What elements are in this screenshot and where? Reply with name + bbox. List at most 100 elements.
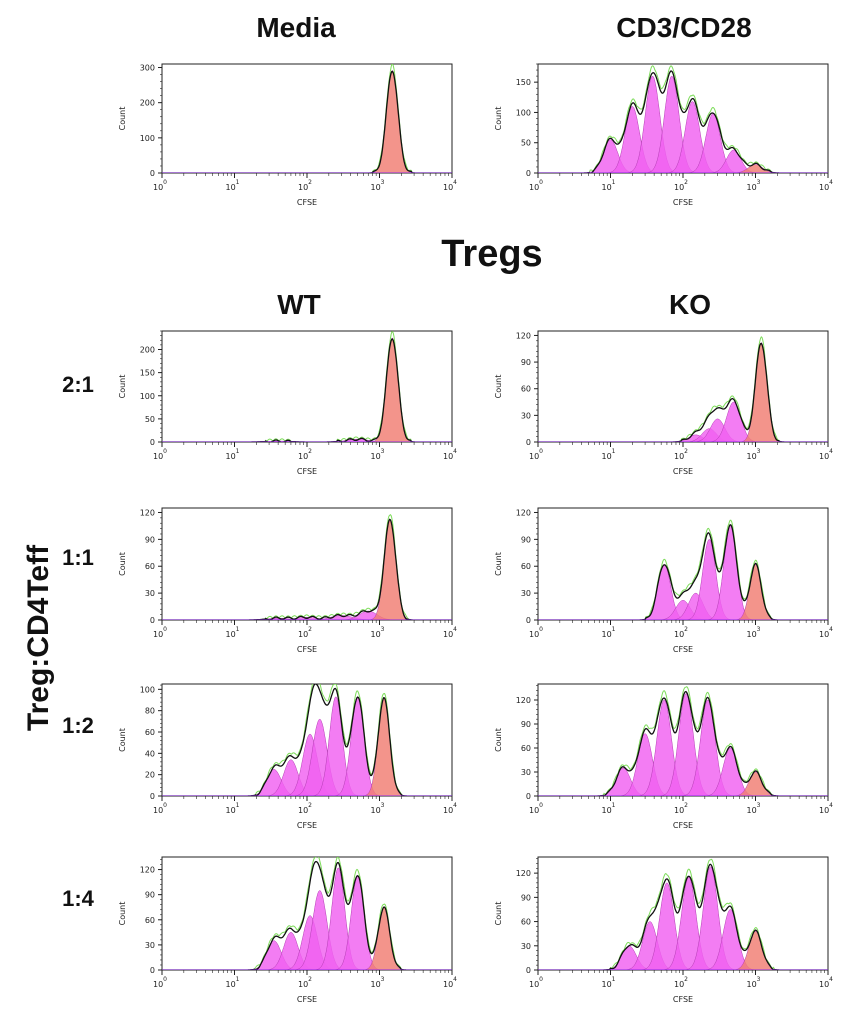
ytick-label-ko-1-2-0: 0 bbox=[526, 792, 531, 801]
y-axis-title-ko-1-4: Count bbox=[494, 902, 503, 926]
panel-ko-1-4: 0 30 60 90 120 100 101 102 103 104 CFSE Count bbox=[494, 856, 833, 1004]
ytick-label-wt-1-4-60: 60 bbox=[145, 916, 155, 925]
y-axis-title-wt-2-1: Count bbox=[118, 375, 127, 399]
ytick-label-ko-2-1-60: 60 bbox=[521, 385, 531, 394]
xtick-label-ko-2-1-1e4: 104 bbox=[819, 448, 833, 461]
panel-cd3-cd28: 0 50 100 150 100 101 102 103 104 CFSE Count bbox=[494, 63, 833, 207]
ytick-label-wt-1-2-40: 40 bbox=[145, 749, 155, 758]
histogram-panels: 0100200300100101102103104CFSECount050100… bbox=[118, 63, 833, 1004]
xtick-label-media-1e1: 101 bbox=[225, 179, 239, 192]
fit-curve-ko-1-2 bbox=[538, 686, 828, 796]
ytick-label-ko-1-4-60: 60 bbox=[521, 918, 531, 927]
xtick-label-wt-1-2-1e1: 101 bbox=[225, 802, 239, 815]
ytick-label-wt-1-1-60: 60 bbox=[145, 562, 155, 571]
ytick-label-media-0: 0 bbox=[150, 169, 155, 178]
xtick-label-wt-2-1-1e0: 100 bbox=[153, 448, 167, 461]
panel-ko-2-1: 0 30 60 90 120 100 101 102 103 104 CFSE Count bbox=[494, 330, 833, 476]
x-axis-title-ko-2-1: CFSE bbox=[673, 467, 693, 476]
xtick-label-ko-1-1-1e2: 102 bbox=[674, 626, 688, 639]
xtick-label-wt-1-1-1e0: 100 bbox=[153, 626, 167, 639]
ytick-label-ko-2-1-90: 90 bbox=[521, 358, 531, 367]
xtick-label-ko-1-4-1e4: 104 bbox=[819, 976, 833, 989]
ytick-label-media-200: 200 bbox=[140, 99, 155, 108]
ytick-label-wt-2-1-200: 200 bbox=[140, 346, 155, 355]
ytick-label-wt-1-2-0: 0 bbox=[150, 792, 155, 801]
xtick-label-ko-2-1-1e2: 102 bbox=[674, 448, 688, 461]
xtick-label-wt-1-4-1e2: 102 bbox=[298, 976, 312, 989]
xtick-label-wt-1-4-1e4: 104 bbox=[443, 976, 457, 989]
panel-ko-1-1: 0 30 60 90 120 100 101 102 103 104 CFSE Count bbox=[494, 507, 833, 654]
ytick-label-ko-1-1-30: 30 bbox=[521, 589, 531, 598]
data-curve-media bbox=[162, 70, 452, 173]
x-axis-title-ko-1-4: CFSE bbox=[673, 995, 693, 1004]
x-axis-title-media: CFSE bbox=[297, 198, 317, 207]
y-axis-title-media: Count bbox=[118, 107, 127, 131]
ytick-label-cd3-cd28-150: 150 bbox=[516, 78, 531, 87]
ytick-label-wt-1-2-80: 80 bbox=[145, 707, 155, 716]
xtick-label-ko-1-1-1e4: 104 bbox=[819, 626, 833, 639]
ytick-label-ko-2-1-0: 0 bbox=[526, 438, 531, 447]
plot-area-cd3-cd28 bbox=[538, 65, 828, 173]
ytick-label-wt-2-1-0: 0 bbox=[150, 438, 155, 447]
plot-frame-media bbox=[161, 63, 453, 174]
xtick-label-ko-1-1-1e3: 103 bbox=[746, 626, 760, 639]
xtick-label-ko-1-2-1e1: 101 bbox=[601, 802, 615, 815]
data-curve-ko-2-1 bbox=[538, 342, 828, 442]
xtick-label-ko-1-2-1e0: 100 bbox=[529, 802, 543, 815]
xtick-label-ko-1-4-1e2: 102 bbox=[674, 976, 688, 989]
plot-area-ko-1-4 bbox=[538, 858, 828, 970]
panel-wt-2-1: 0 50 100 150 200 100 101 102 103 104 CFSE Count bbox=[118, 330, 457, 476]
x-axis-title-ko-1-1: CFSE bbox=[673, 645, 693, 654]
xtick-label-ko-1-4-1e3: 103 bbox=[746, 976, 760, 989]
ytick-label-wt-2-1-150: 150 bbox=[140, 369, 155, 378]
xtick-label-cd3-cd28-1e0: 100 bbox=[529, 179, 543, 192]
ytick-label-ko-1-1-90: 90 bbox=[521, 535, 531, 544]
x-axis-title-cd3-cd28: CFSE bbox=[673, 198, 693, 207]
y-axis-title-wt-1-2: Count bbox=[118, 728, 127, 752]
x-axis-title-wt-2-1: CFSE bbox=[297, 467, 317, 476]
col-header-ko: KO bbox=[669, 289, 711, 320]
plot-area-wt-1-1 bbox=[162, 513, 452, 620]
plot-area-wt-1-4 bbox=[162, 857, 452, 970]
xtick-label-media-1e3: 103 bbox=[370, 179, 384, 192]
fit-curve-wt-1-1 bbox=[162, 513, 452, 620]
xtick-label-ko-2-1-1e1: 101 bbox=[601, 448, 615, 461]
ytick-label-ko-1-1-60: 60 bbox=[521, 562, 531, 571]
col-header-cd3-cd28: CD3/CD28 bbox=[616, 12, 751, 43]
ytick-label-ko-1-4-120: 120 bbox=[516, 869, 531, 878]
xtick-label-media-1e2: 102 bbox=[298, 179, 312, 192]
xtick-label-ko-2-1-1e0: 100 bbox=[529, 448, 543, 461]
xtick-label-wt-1-2-1e2: 102 bbox=[298, 802, 312, 815]
panel-wt-1-4: 0 30 60 90 120 100 101 102 103 104 CFSE Count bbox=[118, 856, 457, 1004]
ytick-label-ko-1-2-60: 60 bbox=[521, 744, 531, 753]
ytick-label-ko-1-1-0: 0 bbox=[526, 616, 531, 625]
xtick-label-wt-2-1-1e2: 102 bbox=[298, 448, 312, 461]
x-axis-title-wt-1-2: CFSE bbox=[297, 821, 317, 830]
xtick-label-wt-1-1-1e4: 104 bbox=[443, 626, 457, 639]
xtick-label-wt-1-4-1e3: 103 bbox=[370, 976, 384, 989]
ytick-label-wt-1-2-100: 100 bbox=[140, 685, 155, 694]
xtick-label-wt-1-2-1e4: 104 bbox=[443, 802, 457, 815]
ytick-label-wt-1-1-120: 120 bbox=[140, 508, 155, 517]
ytick-label-ko-1-4-30: 30 bbox=[521, 942, 531, 951]
xtick-label-ko-1-4-1e1: 101 bbox=[601, 976, 615, 989]
xtick-label-cd3-cd28-1e4: 104 bbox=[819, 179, 833, 192]
ytick-label-wt-1-4-120: 120 bbox=[140, 866, 155, 875]
plot-area-media bbox=[162, 64, 452, 173]
ytick-label-wt-1-2-60: 60 bbox=[145, 728, 155, 737]
ytick-label-ko-1-4-0: 0 bbox=[526, 966, 531, 975]
xtick-label-ko-1-1-1e0: 100 bbox=[529, 626, 543, 639]
fit-curve-ko-1-4 bbox=[538, 858, 828, 970]
x-axis-title-ko-1-2: CFSE bbox=[673, 821, 693, 830]
ytick-label-cd3-cd28-100: 100 bbox=[516, 108, 531, 117]
plot-frame-wt-2-1 bbox=[161, 330, 453, 443]
xtick-label-cd3-cd28-1e1: 101 bbox=[601, 179, 615, 192]
xtick-label-wt-1-2-1e0: 100 bbox=[153, 802, 167, 815]
data-curve-ko-1-4 bbox=[538, 863, 828, 970]
xtick-label-ko-2-1-1e3: 103 bbox=[746, 448, 760, 461]
ytick-label-wt-1-1-0: 0 bbox=[150, 616, 155, 625]
ytick-label-wt-1-1-90: 90 bbox=[145, 535, 155, 544]
plot-area-ko-1-2 bbox=[538, 686, 828, 796]
